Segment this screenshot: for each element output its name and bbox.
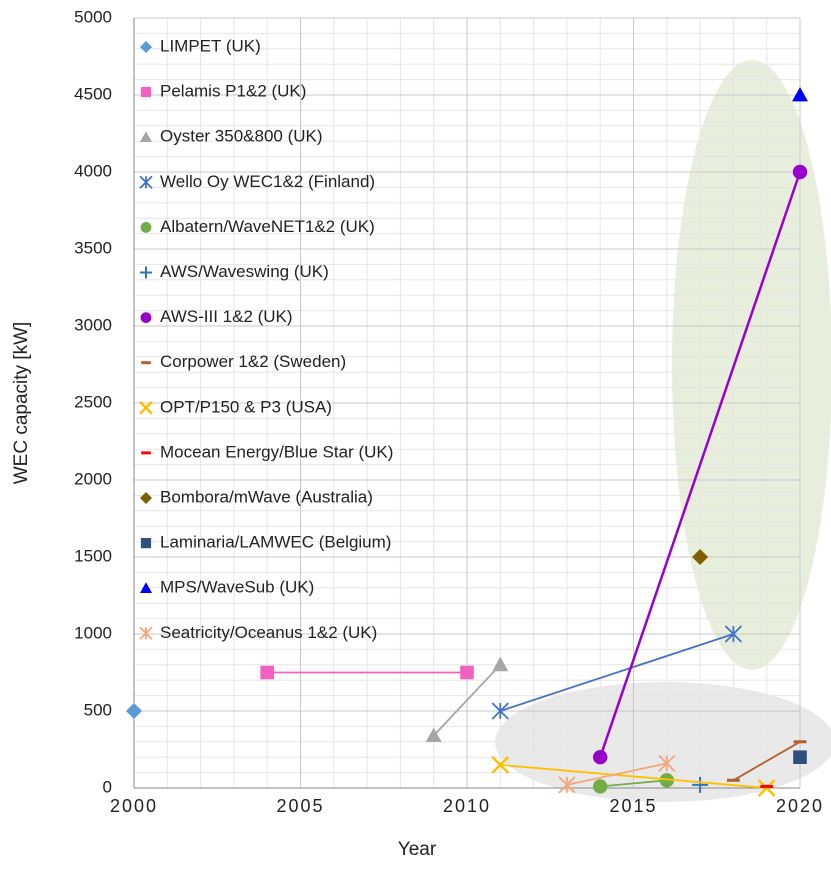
marker — [492, 656, 509, 672]
series-line — [599, 171, 802, 758]
highlight-ellipse — [672, 60, 831, 670]
marker — [140, 131, 152, 142]
legend-label: Pelamis P1&2 (UK) — [160, 82, 306, 101]
marker — [724, 625, 743, 643]
marker — [593, 750, 608, 765]
series-line — [500, 633, 734, 712]
marker — [658, 754, 676, 772]
x-tick-label: 2010 — [443, 796, 491, 816]
legend-label: Albatern/WaveNET1&2 (UK) — [160, 217, 375, 236]
x-tick-label: 2015 — [609, 796, 657, 816]
legend-label: Oyster 350&800 (UK) — [160, 127, 323, 146]
marker — [692, 776, 709, 793]
marker — [425, 727, 442, 743]
marker — [757, 779, 776, 797]
marker — [140, 266, 152, 279]
series-line — [732, 741, 801, 782]
legend-label: Mocean Energy/Blue Star (UK) — [160, 442, 393, 461]
legend-label: Wello Oy WEC1&2 (Finland) — [160, 172, 375, 191]
y-tick-label: 0 — [103, 777, 112, 796]
marker — [140, 538, 152, 549]
legend-label: Corpower 1&2 (Sweden) — [160, 352, 346, 371]
marker — [260, 665, 274, 680]
y-tick-label: 3000 — [74, 315, 112, 334]
marker — [140, 222, 152, 233]
legend-label: Bombora/mWave (Australia) — [160, 487, 373, 506]
marker — [139, 175, 153, 189]
y-tick-label: 1500 — [74, 546, 112, 565]
x-tick-label: 2000 — [110, 796, 158, 816]
x-tick-label: 2005 — [276, 796, 324, 816]
series-line — [566, 762, 667, 786]
legend-label: MPS/WaveSub (UK) — [160, 578, 314, 597]
y-tick-label: 4500 — [74, 84, 112, 103]
marker — [140, 582, 152, 593]
y-tick-label: 500 — [84, 700, 112, 719]
marker — [491, 702, 509, 720]
marker — [491, 756, 510, 774]
series-line — [433, 664, 501, 737]
marker — [792, 87, 808, 102]
marker — [140, 41, 152, 53]
marker — [659, 773, 674, 788]
marker — [692, 549, 709, 565]
marker — [460, 665, 474, 680]
x-axis-label: Year — [398, 839, 437, 860]
marker — [139, 626, 153, 640]
marker — [558, 776, 576, 794]
y-tick-label: 2000 — [74, 469, 112, 488]
series-line — [500, 764, 767, 789]
y-tick-label: 2500 — [74, 392, 112, 411]
y-tick-label: 1000 — [74, 623, 112, 642]
marker — [139, 400, 153, 415]
series-line — [600, 779, 667, 788]
marker — [593, 779, 608, 794]
y-tick-label: 4000 — [74, 161, 112, 180]
y-tick-label: 3500 — [74, 238, 112, 257]
legend-label: OPT/P150 & P3 (USA) — [160, 397, 332, 416]
y-tick-label: 5000 — [74, 7, 112, 26]
marker — [140, 312, 152, 323]
marker — [792, 164, 808, 180]
legend-label: AWS/Waveswing (UK) — [160, 262, 329, 281]
y-axis-label: WEC capacity [kW] — [11, 322, 32, 485]
marker — [140, 492, 152, 504]
legend-label: LIMPET (UK) — [160, 36, 261, 55]
marker — [140, 87, 152, 98]
legend-label: Laminaria/LAMWEC (Belgium) — [160, 533, 391, 552]
x-tick-label: 2020 — [776, 796, 824, 816]
marker — [793, 750, 807, 764]
legend-label: AWS-III 1&2 (UK) — [160, 307, 293, 326]
marker — [126, 703, 142, 719]
legend-label: Seatricity/Oceanus 1&2 (UK) — [160, 623, 377, 642]
